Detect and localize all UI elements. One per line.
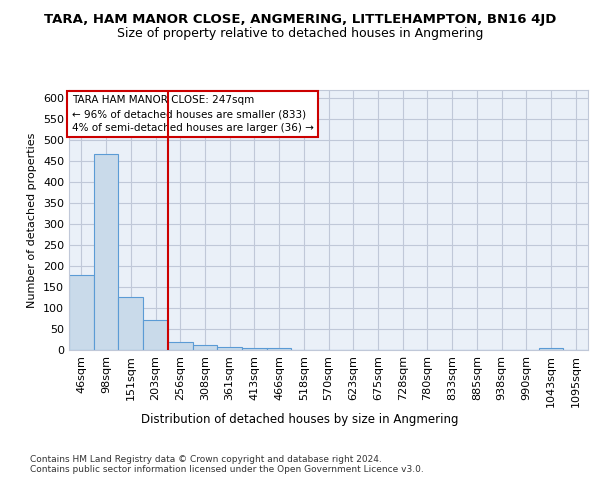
Bar [217,347,242,350]
Bar [143,320,168,350]
Bar [94,154,118,350]
Bar [539,348,563,350]
Bar [69,274,94,350]
Bar [267,348,292,350]
Text: TARA, HAM MANOR CLOSE, ANGMERING, LITTLEHAMPTON, BN16 4JD: TARA, HAM MANOR CLOSE, ANGMERING, LITTLE… [44,12,556,26]
Text: Size of property relative to detached houses in Angmering: Size of property relative to detached ho… [117,28,483,40]
Bar [118,296,143,350]
Text: Distribution of detached houses by size in Angmering: Distribution of detached houses by size … [141,412,459,426]
Bar [242,348,267,350]
Bar [168,342,193,350]
Text: Contains HM Land Registry data © Crown copyright and database right 2024.
Contai: Contains HM Land Registry data © Crown c… [30,455,424,474]
Text: TARA HAM MANOR CLOSE: 247sqm
← 96% of detached houses are smaller (833)
4% of se: TARA HAM MANOR CLOSE: 247sqm ← 96% of de… [71,95,313,133]
Y-axis label: Number of detached properties: Number of detached properties [28,132,37,308]
Bar [193,346,217,350]
